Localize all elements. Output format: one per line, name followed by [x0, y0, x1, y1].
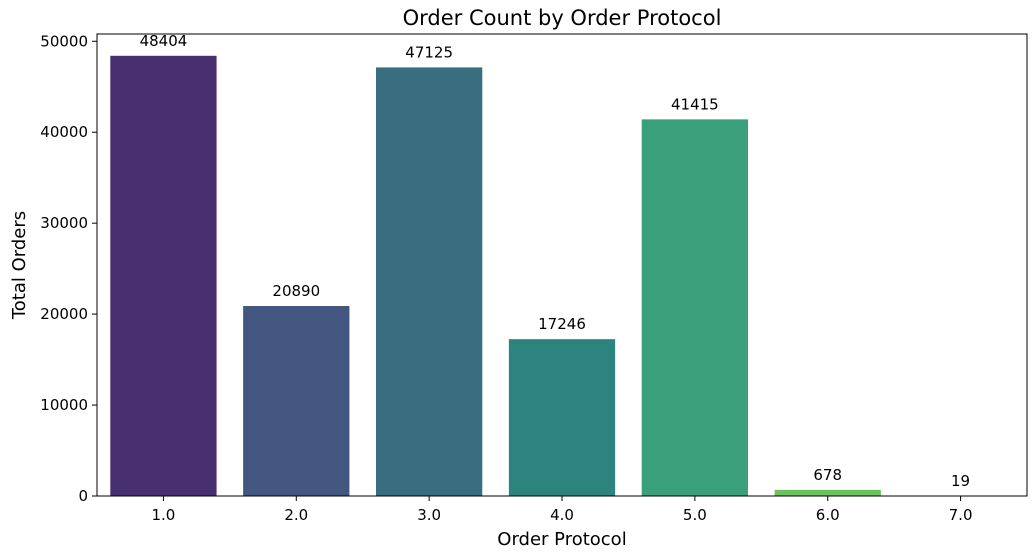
- x-axis: 1.0 2.0 3.0 4.0 5.0 6.0 7.0: [151, 496, 973, 524]
- y-tick-label-30000: 30000: [40, 214, 88, 232]
- data-label-6.0: 678: [813, 466, 842, 484]
- y-tick-label-40000: 40000: [40, 123, 88, 141]
- x-tick-label-7.0: 7.0: [949, 506, 973, 524]
- bar-6.0: [774, 489, 881, 496]
- bars-group: [110, 55, 1014, 496]
- data-labels-group: 48404 20890 47125 17246 41415 678 19: [140, 32, 971, 490]
- y-tick-label-20000: 20000: [40, 305, 88, 323]
- x-tick-label-6.0: 6.0: [816, 506, 840, 524]
- x-tick-label-3.0: 3.0: [417, 506, 441, 524]
- x-tick-label-2.0: 2.0: [284, 506, 308, 524]
- chart-title: Order Count by Order Protocol: [403, 6, 722, 30]
- bar-1.0: [110, 55, 217, 496]
- y-axis-label: Total Orders: [9, 211, 30, 320]
- bar-4.0: [508, 339, 616, 496]
- y-tick-label-0: 0: [78, 487, 88, 505]
- data-label-5.0: 41415: [671, 95, 719, 113]
- y-tick-label-50000: 50000: [40, 32, 88, 50]
- bar-3.0: [376, 67, 483, 496]
- x-tick-label-4.0: 4.0: [550, 506, 574, 524]
- data-label-3.0: 47125: [405, 43, 453, 61]
- data-label-1.0: 48404: [140, 32, 188, 50]
- bar-5.0: [641, 119, 748, 496]
- y-axis: 0 10000 20000 30000 40000 50000: [40, 32, 97, 505]
- x-tick-label-1.0: 1.0: [151, 506, 175, 524]
- data-label-2.0: 20890: [272, 282, 320, 300]
- data-label-4.0: 17246: [538, 315, 586, 333]
- bar-2.0: [243, 306, 350, 496]
- x-axis-label: Order Protocol: [497, 529, 626, 550]
- data-label-7.0: 19: [951, 472, 970, 490]
- x-tick-label-5.0: 5.0: [683, 506, 707, 524]
- plot-frame: [96, 33, 1028, 497]
- y-tick-label-10000: 10000: [40, 396, 88, 414]
